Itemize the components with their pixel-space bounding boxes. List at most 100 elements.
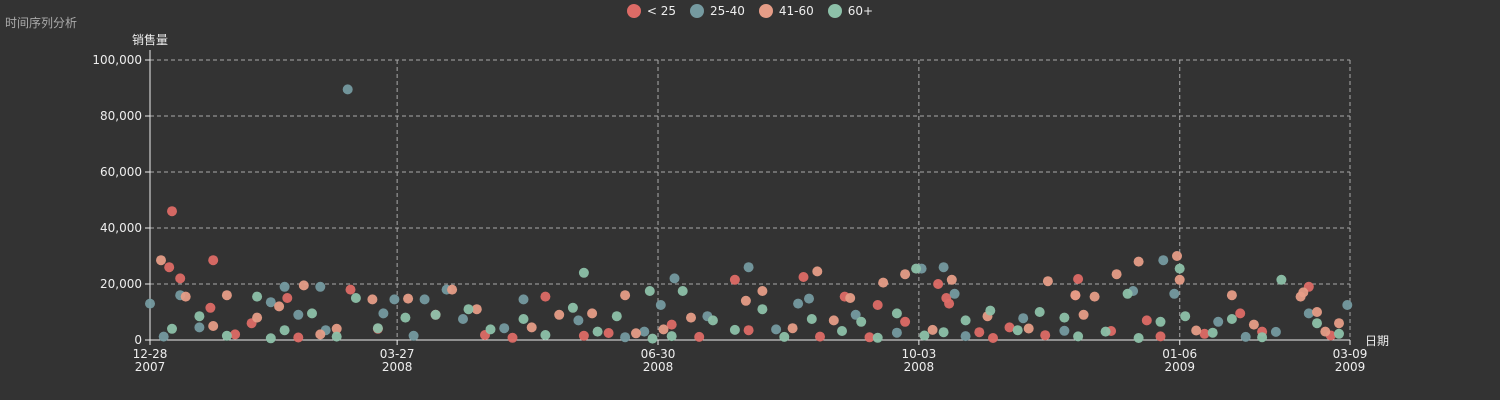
scatter-point-series-3: [1226, 314, 1237, 324]
scatter-point-series-3: [856, 316, 867, 327]
x-tick-label-year: 2008: [904, 360, 935, 374]
scatter-point-series-3: [938, 327, 949, 338]
scatter-point-series-2: [1226, 290, 1237, 301]
scatter-point-series-3: [1174, 263, 1185, 274]
scatter-point-series-1: [518, 294, 529, 305]
scatter-point-series-3: [919, 330, 930, 341]
scatter-point-series-2: [1248, 319, 1259, 330]
legend-item-60-plus[interactable]: 60+: [827, 4, 874, 18]
scatter-point-series-0: [933, 279, 944, 289]
scatter-point-series-0: [974, 327, 985, 338]
scatter-point-series-1: [315, 281, 326, 292]
scatter-point-series-0: [507, 332, 518, 343]
scatter-point-series-2: [1320, 326, 1331, 337]
scatter-point-series-1: [389, 294, 400, 305]
scatter-point-series-0: [1141, 315, 1152, 326]
x-tick-label: 12-28: [133, 347, 168, 361]
x-tick-label-year: 2009: [1335, 360, 1366, 374]
legend-item-25-40[interactable]: 25-40: [690, 4, 745, 18]
scatter-point-series-3: [194, 311, 205, 322]
scatter-point-series-2: [367, 294, 378, 305]
y-tick-label: 40,000: [100, 221, 142, 235]
scatter-point-series-2: [554, 309, 565, 320]
scatter-point-series-0: [230, 329, 241, 340]
scatter-point-series-3: [1180, 311, 1191, 322]
scatter-point-series-1: [1169, 288, 1180, 299]
scatter-point-series-2: [946, 274, 957, 285]
scatter-point-series-1: [1018, 313, 1029, 324]
scatter-point-series-3: [265, 333, 276, 344]
scatter-point-series-0: [1004, 322, 1015, 333]
scatter-point-series-1: [158, 331, 169, 342]
scatter-point-series-2: [787, 323, 798, 334]
scatter-point-series-0: [603, 328, 614, 338]
scatter-point-series-2: [1174, 274, 1185, 285]
grid-lines: [150, 59, 1351, 340]
scatter-point-series-3: [644, 286, 655, 296]
legend-label: 60+: [847, 4, 874, 18]
scatter-point-series-0: [540, 291, 551, 302]
scatter-point-series-0: [872, 300, 883, 310]
scatter-point-series-1: [1303, 308, 1314, 319]
scatter-point-series-2: [221, 290, 232, 301]
scatter-point-series-2: [526, 322, 537, 333]
scatter-point-series-1: [793, 298, 804, 309]
scatter-point-series-0: [293, 332, 304, 343]
scatter-point-series-1: [145, 298, 155, 309]
scatter-point-series-3: [221, 330, 232, 341]
scatter-point-series-3: [1155, 316, 1166, 327]
scatter-point-series-3: [666, 331, 677, 342]
scatter-point-series-0: [694, 331, 705, 342]
scatter-point-series-2: [1172, 251, 1182, 261]
legend-item-under-25[interactable]: < 25: [626, 4, 677, 18]
scatter-point-series-3: [400, 312, 411, 323]
x-tick-label: 01-06: [1162, 347, 1197, 361]
scatter-point-series-2: [274, 301, 285, 312]
y-tick-label: 0: [134, 333, 142, 347]
scatter-point-series-3: [518, 314, 529, 324]
scatter-point-series-1: [850, 309, 861, 320]
scatter-point-series-2: [1133, 256, 1144, 267]
scatter-point-series-3: [707, 315, 718, 326]
legend-item-41-60[interactable]: 41-60: [758, 4, 814, 18]
scatter-point-series-3: [1257, 332, 1268, 343]
legend-marker-icon: [626, 4, 641, 18]
scatter-point-series-3: [891, 308, 902, 319]
scatter-point-series-1: [743, 262, 754, 273]
scatter-point-series-1: [408, 330, 419, 341]
scatter-point-series-1: [1059, 325, 1070, 336]
scatter-point-series-0: [1155, 331, 1166, 342]
scatter-point-series-0: [1073, 274, 1084, 284]
scatter-point-series-3: [1276, 274, 1287, 285]
axis-labels: 销售量 日期: [132, 32, 1389, 348]
y-axis-title: 销售量: [132, 32, 168, 47]
scatter-point-series-0: [208, 255, 219, 266]
scatter-point-series-0: [282, 293, 293, 303]
scatter-point-series-3: [757, 304, 768, 315]
scatter-point-series-3: [372, 323, 383, 334]
x-axis-title: 日期: [1365, 334, 1389, 348]
scatter-point-series-2: [927, 324, 938, 335]
scatter-point-series-0: [578, 330, 589, 341]
scatter-point-series-0: [743, 325, 754, 336]
scatter-point-series-2: [315, 329, 326, 340]
scatter-point-series-3: [677, 286, 688, 296]
scatter-point-series-0: [815, 331, 825, 342]
legend-label: < 25: [646, 4, 677, 18]
scatter-point-series-3: [611, 311, 622, 322]
scatter-point-series-3: [1207, 327, 1218, 338]
scatter-point-series-1: [804, 293, 814, 304]
scatter-point-series-3: [430, 309, 441, 320]
scatter-point-series-2: [1191, 325, 1202, 336]
x-tick-label: 03-09: [1333, 347, 1368, 361]
scatter-point-series-3: [540, 330, 551, 340]
scatter-point-series-2: [1295, 291, 1306, 302]
scatter-point-series-0: [944, 298, 955, 309]
scatter-point-series-2: [156, 255, 166, 266]
x-tick-label: 03-27: [380, 347, 415, 361]
scatter-point-series-3: [279, 325, 290, 336]
axes: 020,00040,00060,00080,000100,00012-28200…: [92, 50, 1367, 374]
scatter-point-series-3: [331, 331, 342, 342]
